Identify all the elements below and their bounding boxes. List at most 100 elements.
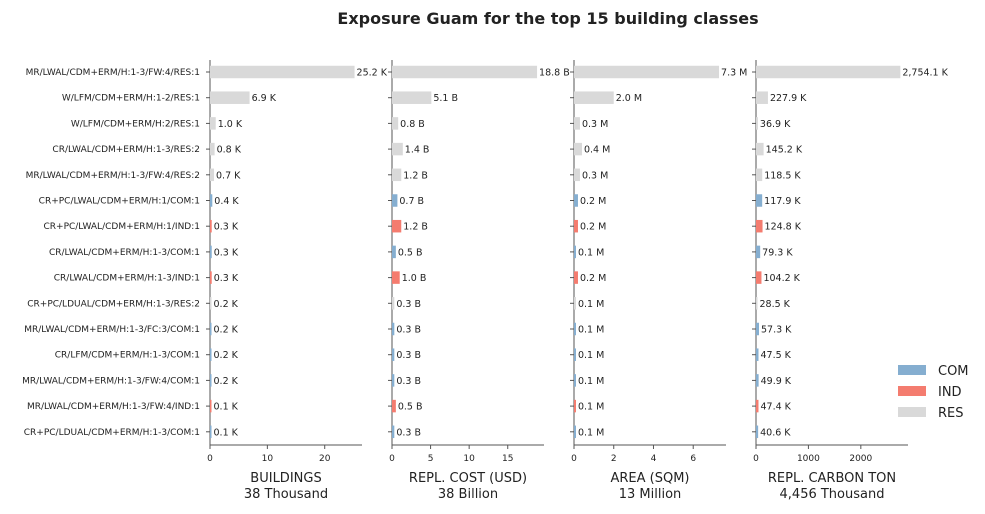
value-label: 124.8 K xyxy=(765,222,802,233)
x-tick-label: 5 xyxy=(428,454,434,464)
bar xyxy=(574,322,576,336)
value-label: 0.7 K xyxy=(216,170,241,181)
category-label: MR/LWAL/CDM+ERM/H:1-3/FW:4/IND:1 xyxy=(27,402,200,412)
bar xyxy=(392,142,403,156)
bar xyxy=(392,65,538,79)
category-label: CR/LFM/CDM+ERM/H:1-3/COM:1 xyxy=(55,351,200,361)
value-label: 0.2 K xyxy=(214,350,239,361)
x-tick-label: 1000 xyxy=(797,454,820,464)
category-label: MR/LWAL/CDM+ERM/H:1-3/FW:4/RES:1 xyxy=(26,68,200,78)
value-label: 79.3 K xyxy=(762,247,793,258)
panel-2: 18.8 B 5.1 B 0.8 B 1.4 B 1.2 B 0.7 B 1.2 B 0.5 … xyxy=(388,60,570,502)
legend-swatch-com xyxy=(898,365,926,375)
bar xyxy=(210,399,212,413)
value-label: 0.3 M xyxy=(582,119,608,130)
category-label: CR+PC/LDUAL/CDM+ERM/H:1-3/RES:2 xyxy=(27,299,200,309)
x-tick-label: 2 xyxy=(611,454,617,464)
x-tick-label: 15 xyxy=(502,454,513,464)
bar xyxy=(756,117,758,130)
bar xyxy=(756,271,762,284)
bar xyxy=(574,219,578,233)
value-label: 7.3 M xyxy=(721,68,747,79)
value-label: 0.2 M xyxy=(580,273,606,284)
value-label: 6.9 K xyxy=(252,93,277,104)
bar xyxy=(392,194,398,207)
bar xyxy=(210,271,212,284)
bar xyxy=(574,91,614,104)
category-label: W/LFM/CDM+ERM/H:1-2/RES:1 xyxy=(62,94,200,104)
category-label: CR/LWAL/CDM+ERM/H:1-3/COM:1 xyxy=(49,248,200,258)
bar xyxy=(756,142,764,156)
bar xyxy=(574,65,720,79)
bar xyxy=(756,348,759,361)
bar xyxy=(210,297,212,310)
bar xyxy=(756,425,759,439)
value-label: 25.2 K xyxy=(357,68,388,79)
value-label: 47.4 K xyxy=(760,402,791,413)
bar xyxy=(210,374,212,387)
value-label: 117.9 K xyxy=(764,196,801,207)
value-label: 0.1 M xyxy=(578,350,604,361)
category-label: MR/LWAL/CDM+ERM/H:1-3/FW:4/RES:2 xyxy=(26,171,200,181)
bar xyxy=(756,65,901,79)
bar xyxy=(210,65,355,79)
value-label: 0.5 B xyxy=(398,402,423,413)
value-label: 0.7 B xyxy=(399,196,424,207)
bar xyxy=(756,374,759,387)
panels: 25.2 K 6.9 K 1.0 K 0.8 K 0.7 K 0.4 K 0.3 K 0.3 … xyxy=(206,60,949,502)
bar xyxy=(392,374,395,387)
x-tick-label: 0 xyxy=(753,454,759,464)
panel-4: 2,754.1 K 227.9 K 36.9 K 145.2 K 118.5 K 117.… xyxy=(752,60,949,502)
value-label: 0.8 B xyxy=(400,119,425,130)
value-label: 0.3 B xyxy=(396,299,421,310)
category-label: CR+PC/LWAL/CDM+ERM/H:1/IND:1 xyxy=(43,222,200,232)
bar xyxy=(210,194,213,207)
bar xyxy=(756,245,761,259)
value-label: 0.3 K xyxy=(214,222,239,233)
value-label: 0.3 K xyxy=(214,273,239,284)
bar xyxy=(574,194,578,207)
x-tick-label: 20 xyxy=(319,454,331,464)
bar xyxy=(574,168,580,182)
value-label: 0.1 M xyxy=(578,299,604,310)
value-label: 0.2 M xyxy=(580,222,606,233)
bar xyxy=(574,142,582,156)
value-label: 0.1 K xyxy=(214,402,239,413)
legend-swatch-res xyxy=(898,407,926,417)
category-label: MR/LWAL/CDM+ERM/H:1-3/FC:3/COM:1 xyxy=(24,325,200,335)
bar xyxy=(210,168,215,182)
bar xyxy=(756,297,758,310)
value-label: 1.0 B xyxy=(402,273,427,284)
bar xyxy=(574,117,580,130)
bar xyxy=(210,142,215,156)
bar xyxy=(392,425,395,439)
bar xyxy=(574,374,576,387)
x-tick-label: 0 xyxy=(207,454,213,464)
value-label: 0.2 K xyxy=(214,299,239,310)
value-label: 1.0 K xyxy=(218,119,243,130)
bar xyxy=(392,297,395,310)
x-axis-label: REPL. CARBON TON xyxy=(768,471,896,486)
x-tick-label: 6 xyxy=(690,454,696,464)
bar xyxy=(574,399,576,413)
value-label: 0.1 M xyxy=(578,325,604,336)
value-label: 57.3 K xyxy=(761,325,792,336)
x-axis-label: REPL. COST (USD) xyxy=(409,471,527,486)
value-label: 118.5 K xyxy=(764,170,801,181)
bar xyxy=(756,168,763,182)
bar xyxy=(574,245,576,259)
bar xyxy=(210,117,216,130)
category-label: CR/LWAL/CDM+ERM/H:1-3/RES:2 xyxy=(52,145,200,155)
category-label: CR+PC/LDUAL/CDM+ERM/H:1-3/COM:1 xyxy=(24,428,200,438)
value-label: 28.5 K xyxy=(760,299,791,310)
value-label: 0.3 K xyxy=(214,247,239,258)
value-label: 0.8 K xyxy=(217,145,242,156)
bar xyxy=(392,399,396,413)
bar xyxy=(210,91,250,104)
legend-label-ind: IND xyxy=(938,385,962,400)
value-label: 1.2 B xyxy=(403,170,428,181)
legend-swatch-ind xyxy=(898,386,926,396)
x-tick-label: 0 xyxy=(571,454,577,464)
value-label: 0.1 M xyxy=(578,247,604,258)
value-label: 0.1 M xyxy=(578,376,604,387)
